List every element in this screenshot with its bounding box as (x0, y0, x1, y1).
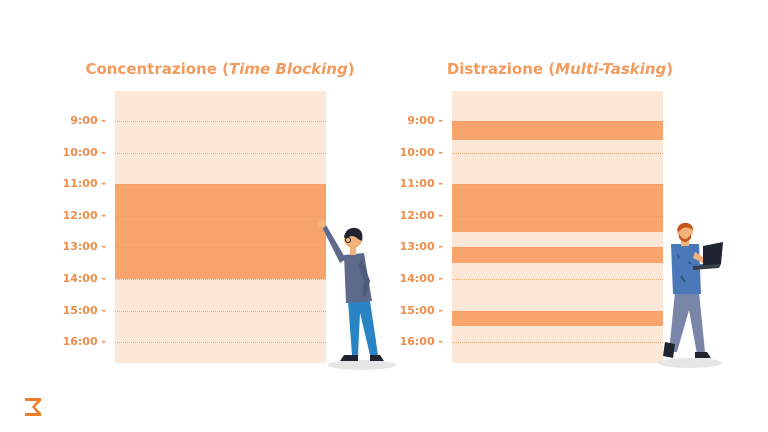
concentration-hour-label: 11:00 - (62, 177, 106, 191)
concentration-hour-gridline (115, 247, 326, 249)
concentration-hour-label: 12:00 - (62, 208, 106, 222)
distraction-hour-label: 11:00 - (399, 177, 443, 191)
distraction-hour-gridline (452, 310, 663, 312)
concentration-hour-gridline (115, 215, 326, 217)
distraction-hour-label: 16:00 - (399, 335, 443, 349)
distraction-hour-label: 9:00 - (407, 114, 443, 127)
concentration-hour-label: 10:00 - (62, 145, 106, 159)
concentration-hour-gridline (115, 279, 326, 280)
time-blocking-column (115, 91, 326, 363)
concentration-hour-gridline (115, 184, 326, 186)
distraction-hour-label: 13:00 - (399, 240, 443, 254)
concentration-time-block (115, 184, 326, 279)
concentration-title-italic: Time Blocking (228, 60, 348, 78)
distraction-time-block (452, 184, 663, 232)
laptop-man-illustration (658, 222, 723, 368)
distraction-hour-gridline (452, 247, 663, 249)
distraction-title-end: ) (666, 60, 674, 78)
distraction-time-block (452, 310, 663, 327)
distraction-hour-gridline (452, 279, 663, 280)
distraction-hour-label: 12:00 - (399, 208, 443, 222)
hourglass-logo-icon (25, 398, 41, 416)
concentration-title: Concentrazione (Time Blocking) (80, 58, 360, 80)
concentration-hour-gridline (115, 342, 326, 344)
distraction-hour-label: 10:00 - (399, 145, 443, 159)
multitasking-column (452, 91, 663, 363)
concentration-hour-gridline (115, 121, 326, 122)
distraction-time-block (452, 121, 663, 140)
distraction-hour-label: 14:00 - (399, 272, 443, 285)
pointing-man-illustration (318, 220, 396, 370)
distraction-title: Distrazione (Multi-Tasking) (430, 58, 690, 80)
distraction-hour-gridline (452, 342, 663, 344)
distraction-title-main: Distrazione ( (446, 60, 556, 78)
concentration-hour-label: 16:00 - (62, 335, 106, 349)
distraction-hour-label: 15:00 - (399, 303, 443, 317)
distraction-title-italic: Multi-Tasking (555, 60, 667, 78)
distraction-hour-gridline (452, 215, 663, 217)
concentration-hour-label: 13:00 - (62, 240, 106, 254)
concentration-title-end: ) (347, 60, 355, 78)
distraction-time-block (452, 247, 663, 264)
concentration-hour-gridline (115, 152, 326, 154)
concentration-hour-label: 14:00 - (62, 272, 106, 285)
distraction-hour-gridline (452, 152, 663, 154)
concentration-hour-label: 15:00 - (62, 303, 106, 317)
concentration-hour-gridline (115, 310, 326, 312)
distraction-hour-gridline (452, 184, 663, 186)
concentration-title-main: Concentrazione ( (85, 60, 229, 78)
concentration-hour-label: 9:00 - (70, 114, 106, 127)
distraction-hour-gridline (452, 121, 663, 122)
